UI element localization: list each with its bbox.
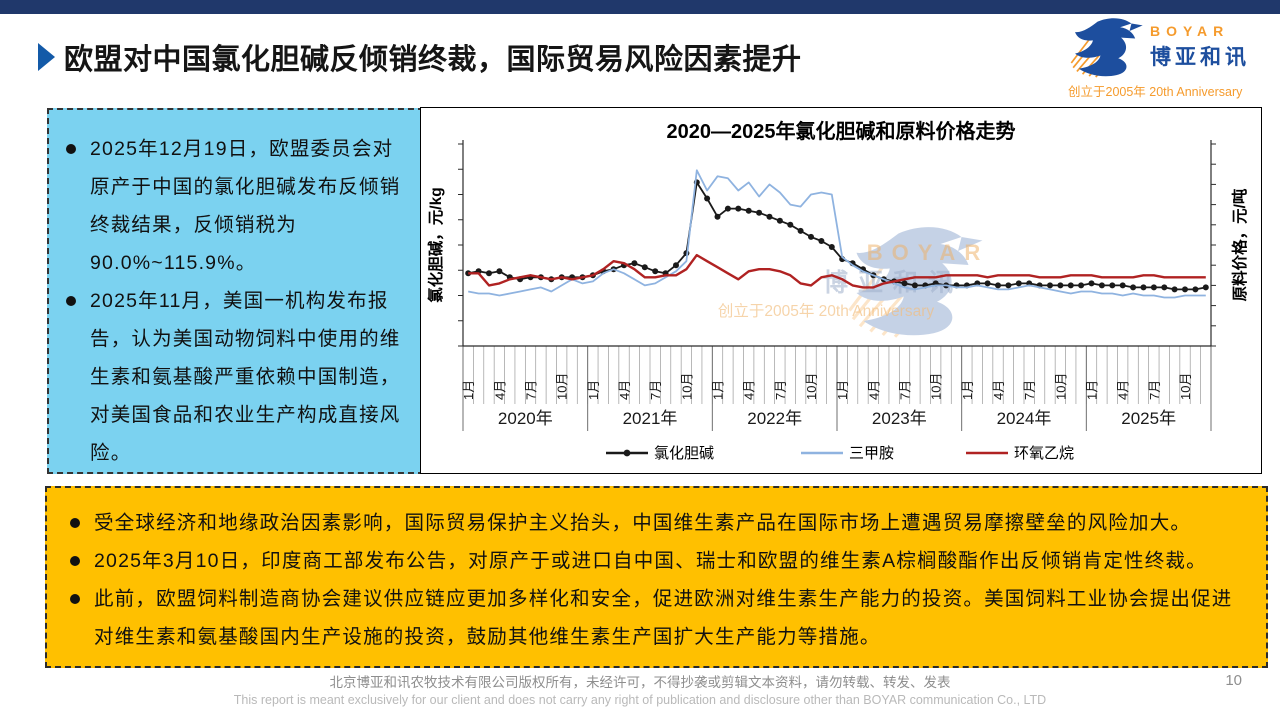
- axis-labels: 氯化胆碱，元/kg 原料价格，元/吨: [426, 187, 1249, 302]
- svg-text:2025年: 2025年: [1121, 409, 1176, 428]
- logo-text: BOYAR 博亚和讯: [1150, 23, 1250, 71]
- axes: [458, 140, 1216, 347]
- bullet-text: 2025年11月，美国一机构发布报告，认为美国动物饲料中使用的维生素和氨基酸严重…: [90, 290, 401, 464]
- svg-text:BOYAR: BOYAR: [867, 240, 989, 265]
- svg-text:4月: 4月: [866, 380, 881, 400]
- bullet-dot-icon: [70, 556, 80, 566]
- svg-text:7月: 7月: [773, 380, 788, 400]
- title-arrow-icon: [38, 43, 55, 71]
- svg-text:2020年: 2020年: [498, 409, 553, 428]
- svg-text:1月: 1月: [461, 380, 476, 400]
- svg-text:1月: 1月: [1085, 380, 1100, 400]
- svg-text:10月: 10月: [1178, 373, 1193, 400]
- page-number: 10: [1225, 672, 1242, 689]
- logo-brand-cn: 博亚和讯: [1150, 46, 1250, 69]
- news-bullet-list: 受全球经济和地缘政治因素影响，国际贸易保护主义抬头，中国维生素产品在国际市场上遭…: [67, 504, 1242, 656]
- category-separators: [462, 346, 1212, 431]
- svg-text:4月: 4月: [1116, 380, 1131, 400]
- footer-copyright-cn: 北京博亚和讯农牧技术有限公司版权所有，未经许可，不得抄袭或剪辑文本资料，请勿转载…: [329, 675, 951, 690]
- bullet-item: 此前，欧盟饲料制造商协会建议供应链应更加多样化和安全，促进欧洲对维生素生产能力的…: [67, 580, 1242, 656]
- top-accent-bar: [0, 0, 1280, 14]
- svg-text:4月: 4月: [991, 380, 1006, 400]
- svg-text:2021年: 2021年: [623, 409, 678, 428]
- highlights-bullet-list: 2025年12月19日，欧盟委员会对原产于中国的氯化胆碱发布反倾销终裁结果，反倾…: [63, 130, 406, 472]
- bullet-text: 2025年12月19日，欧盟委员会对原产于中国的氯化胆碱发布反倾销终裁结果，反倾…: [90, 138, 401, 274]
- svg-text:氯化胆碱: 氯化胆碱: [654, 445, 714, 462]
- chart-title: 2020—2025年氯化胆碱和原料价格走势: [666, 121, 1016, 143]
- legend-item-ethylene-oxide: 环氧乙烷: [966, 445, 1074, 462]
- svg-text:三甲胺: 三甲胺: [849, 445, 894, 462]
- month-tick-labels: 1月 4月 7月 10月 1月 4月 7月 10月 1月 4月 7月 10月 1月 4月 7月 10月 1月 4月…: [461, 373, 1193, 400]
- chart-legend: 氯化胆碱 三甲胺 环氧乙烷: [606, 445, 1074, 462]
- svg-text:7月: 7月: [1022, 380, 1037, 400]
- page-title: 欧盟对中国氯化胆碱反倾销终裁，国际贸易风险因素提升: [64, 44, 802, 76]
- svg-text:4月: 4月: [742, 380, 757, 400]
- svg-text:1月: 1月: [835, 380, 850, 400]
- svg-text:1月: 1月: [711, 380, 726, 400]
- svg-text:1月: 1月: [586, 380, 601, 400]
- logo-brand-en: BOYAR: [1150, 23, 1230, 39]
- svg-text:氯化胆碱，元/kg: 氯化胆碱，元/kg: [426, 187, 445, 302]
- bullet-dot-icon: [70, 518, 80, 528]
- bullet-item: 2025年3月10日，印度商工部发布公告，对原产于或进口自中国、瑞士和欧盟的维生…: [67, 542, 1242, 580]
- price-trend-chart-card: 2020—2025年氯化胆碱和原料价格走势 BOYAR博亚和讯创立于2005年 …: [420, 107, 1262, 474]
- boyar-logo: BOYAR 博亚和讯 创立于2005年 20th Anniversary: [1068, 16, 1264, 100]
- svg-text:原料价格，元/吨: 原料价格，元/吨: [1230, 188, 1249, 301]
- bullet-dot-icon: [70, 594, 80, 604]
- bullet-dot-icon: [66, 296, 76, 306]
- svg-text:7月: 7月: [1147, 380, 1162, 400]
- svg-text:2022年: 2022年: [747, 409, 802, 428]
- series-ethylene-oxide: [468, 253, 1206, 289]
- svg-text:4月: 4月: [617, 380, 632, 400]
- highlights-box: 2025年12月19日，欧盟委员会对原产于中国的氯化胆碱发布反倾销终裁结果，反倾…: [47, 108, 424, 474]
- bullet-dot-icon: [66, 144, 76, 154]
- bullet-item: 受全球经济和地缘政治因素影响，国际贸易保护主义抬头，中国维生素产品在国际市场上遭…: [67, 504, 1242, 542]
- year-labels: 2020年 2021年 2022年 2023年 2024年 2025年: [498, 409, 1176, 428]
- svg-text:2024年: 2024年: [997, 409, 1052, 428]
- svg-text:创立于2005年 20th Anniversary: 创立于2005年 20th Anniversary: [718, 302, 934, 320]
- bullet-text: 2025年3月10日，印度商工部发布公告，对原产于或进口自中国、瑞士和欧盟的维生…: [94, 550, 1207, 572]
- bullet-text: 受全球经济和地缘政治因素影响，国际贸易保护主义抬头，中国维生素产品在国际市场上遭…: [94, 512, 1192, 534]
- svg-text:4月: 4月: [492, 380, 507, 400]
- svg-text:10月: 10月: [804, 373, 819, 400]
- footer-copyright-en: This report is meant exclusively for our…: [233, 693, 1047, 707]
- svg-text:10月: 10月: [929, 373, 944, 400]
- svg-text:环氧乙烷: 环氧乙烷: [1014, 445, 1074, 462]
- legend-item-choline-chloride: 氯化胆碱: [606, 445, 714, 462]
- legend-item-trimethylamine: 三甲胺: [801, 445, 894, 462]
- svg-text:2023年: 2023年: [872, 409, 927, 428]
- svg-text:1月: 1月: [960, 380, 975, 400]
- bullet-text: 此前，欧盟饲料制造商协会建议供应链应更加多样化和安全，促进欧洲对维生素生产能力的…: [94, 588, 1233, 648]
- svg-text:10月: 10月: [555, 373, 570, 400]
- news-box: 受全球经济和地缘政治因素影响，国际贸易保护主义抬头，中国维生素产品在国际市场上遭…: [45, 486, 1268, 668]
- logo-tagline: 创立于2005年 20th Anniversary: [1068, 85, 1243, 99]
- svg-text:10月: 10月: [1053, 373, 1068, 400]
- svg-text:7月: 7月: [648, 380, 663, 400]
- svg-text:10月: 10月: [679, 373, 694, 400]
- logo-row: BOYAR 博亚和讯: [1068, 16, 1264, 78]
- series-trimethylamine: [468, 169, 1206, 299]
- boyar-bird-icon: [1070, 17, 1144, 78]
- bullet-item: 2025年11月，美国一机构发布报告，认为美国动物饲料中使用的维生素和氨基酸严重…: [63, 282, 406, 472]
- svg-text:7月: 7月: [524, 380, 539, 400]
- svg-text:7月: 7月: [898, 380, 913, 400]
- bullet-item: 2025年12月19日，欧盟委员会对原产于中国的氯化胆碱发布反倾销终裁结果，反倾…: [63, 130, 406, 282]
